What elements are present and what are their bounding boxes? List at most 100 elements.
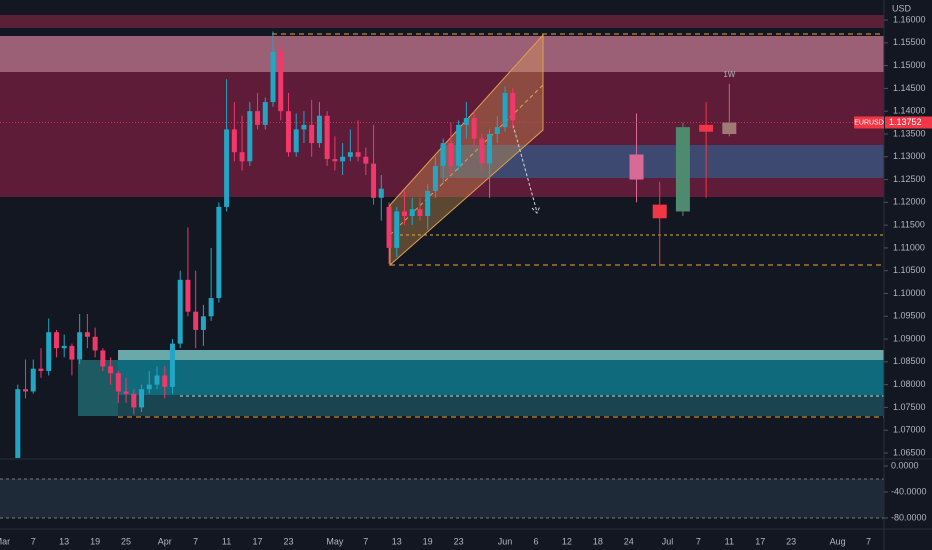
x-tick-label: Jul <box>662 536 674 546</box>
x-tick-label: Aug <box>830 536 846 546</box>
candle-body <box>46 332 52 371</box>
y-tick-label: 1.12500 <box>893 174 926 184</box>
symbol-label: EURUSD <box>854 119 884 126</box>
y-tick-label: -40.0000 <box>891 486 927 496</box>
candle-body <box>115 373 121 392</box>
candle-body <box>417 209 423 217</box>
candle-body <box>247 111 253 162</box>
x-tick-label: 17 <box>253 536 263 546</box>
x-tick-label: Jun <box>498 536 513 546</box>
candle-body <box>139 389 145 408</box>
y-tick-label: 1.10000 <box>893 288 926 298</box>
candle-body <box>652 204 667 219</box>
candle-body <box>479 138 485 164</box>
x-tick-label: May <box>326 536 344 546</box>
candle-body <box>231 129 237 153</box>
candle-body <box>169 343 175 387</box>
x-tick-label: 7 <box>866 536 871 546</box>
x-tick-label: 25 <box>121 536 131 546</box>
x-tick-label: 11 <box>222 536 231 546</box>
candle-body <box>699 124 714 132</box>
candle-body <box>386 206 392 248</box>
y-tick-label: 1.08000 <box>893 379 926 389</box>
x-tick-label: 23 <box>786 536 796 546</box>
candle-body <box>69 345 75 360</box>
candle-body <box>425 190 431 217</box>
candle-body <box>278 51 284 112</box>
x-tick-label: 19 <box>423 536 433 546</box>
candle-body <box>100 350 106 367</box>
x-tick-label: 7 <box>696 536 701 546</box>
y-tick-label: 1.13000 <box>893 151 926 161</box>
candle-body <box>324 115 330 160</box>
candle-body <box>53 332 59 349</box>
y-tick-label: 1.15500 <box>893 37 926 47</box>
candle-body <box>332 159 338 162</box>
candle-body <box>456 124 462 166</box>
y-tick-label: 1.15000 <box>893 60 926 70</box>
candle-body <box>84 332 90 337</box>
candle-body <box>208 298 214 317</box>
y-tick-label: 1.07500 <box>893 402 926 412</box>
x-tick-label: 19 <box>90 536 100 546</box>
candle-body <box>255 111 261 125</box>
candle-body <box>629 154 644 180</box>
x-tick-label: 24 <box>624 536 634 546</box>
channel-mid <box>389 84 544 236</box>
y-tick-label: 1.14500 <box>893 83 926 93</box>
candle-body <box>23 389 29 392</box>
y-tick-label: 1.14000 <box>893 106 926 116</box>
x-tick-label: 18 <box>593 536 603 546</box>
zone <box>118 395 884 416</box>
x-tick-label: 11 <box>725 536 734 546</box>
y-tick-label: 1.09000 <box>893 333 926 343</box>
y-tick-label: 1.08500 <box>893 356 926 366</box>
x-tick-label: 7 <box>193 536 198 546</box>
y-tick-label: -80.0000 <box>891 512 927 522</box>
candle-body <box>30 368 36 392</box>
y-tick-label: 1.06500 <box>893 447 926 457</box>
y-tick-label: 0.0000 <box>891 460 919 470</box>
indicator-band <box>0 479 884 518</box>
candle-body <box>123 391 129 394</box>
candle-body <box>448 143 454 166</box>
candle-body <box>293 129 299 153</box>
candle-body <box>378 188 384 198</box>
x-tick-label: Mar <box>0 536 10 546</box>
candle-body <box>309 124 315 144</box>
x-tick-label: 17 <box>755 536 765 546</box>
candle-body <box>131 393 137 408</box>
arrow <box>512 124 541 214</box>
candle-body <box>432 165 438 191</box>
candle-body <box>216 206 222 299</box>
y-tick-label: 1.16000 <box>893 14 926 24</box>
currency: USD <box>892 3 912 13</box>
y-tick-label: 1.10500 <box>893 265 926 275</box>
zone <box>440 145 884 178</box>
candle-body <box>722 122 737 134</box>
zone <box>0 36 884 72</box>
candle-body <box>177 279 183 344</box>
x-tick-label: 12 <box>562 536 572 546</box>
candle-body <box>675 127 690 212</box>
candle-body <box>224 129 230 207</box>
x-tick-label: 23 <box>283 536 293 546</box>
candle-body <box>316 115 322 144</box>
x-tick-label: Apr <box>158 536 172 546</box>
candle-body <box>409 209 415 217</box>
candle-body <box>185 279 191 312</box>
y-tick-label: 1.11500 <box>893 220 925 230</box>
candle-body <box>146 384 152 390</box>
candle-body <box>162 375 168 387</box>
candle-body <box>401 211 407 217</box>
candle-body <box>301 124 307 130</box>
y-tick-label: 1.07000 <box>893 425 926 435</box>
x-tick-label: 7 <box>31 536 36 546</box>
plot-area <box>0 31 884 458</box>
candle-body <box>200 316 206 330</box>
candle-body <box>440 143 446 166</box>
candle-body <box>239 152 245 162</box>
y-tick-label: 1.11000 <box>893 242 925 252</box>
